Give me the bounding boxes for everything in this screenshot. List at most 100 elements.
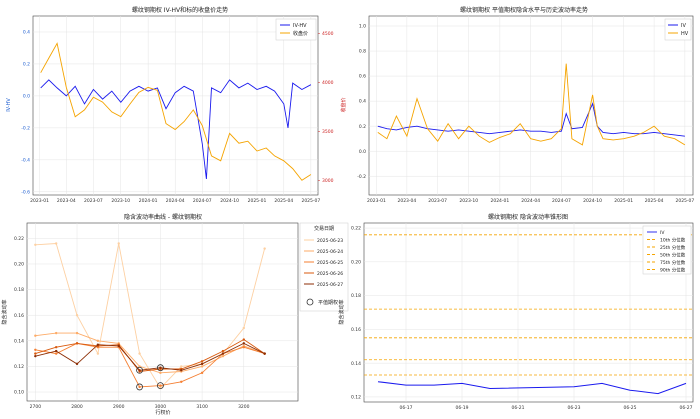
series-point	[221, 354, 225, 358]
x-tick-label: 2024-01	[139, 198, 158, 204]
series-point	[138, 385, 141, 389]
right-tick-label: 4500	[322, 31, 334, 37]
x-tick-label: 2024-07	[552, 198, 571, 204]
x-tick-label: 2023-10	[111, 198, 130, 204]
x-tick-label: 2700	[30, 404, 42, 410]
x-tick-label: 2025-04	[274, 198, 293, 204]
legend-label-iv: IV	[681, 23, 686, 29]
series-line-2025-06-27	[35, 342, 265, 371]
y-tick-label: 0.20	[351, 259, 361, 265]
chart-1-legend: IV-HV 收盘价	[275, 18, 317, 41]
legend-label: 10th 分位数	[660, 236, 686, 243]
chart-2-plot-frame	[368, 15, 694, 196]
chart-2-legend: IV HV	[664, 18, 692, 41]
series-point	[180, 380, 183, 383]
chart-3-x-axis-label: 行权价	[155, 409, 170, 416]
right-tick-label: 3500	[322, 129, 334, 135]
x-tick-label: 2023-04	[397, 198, 416, 204]
series-point	[75, 331, 79, 335]
series-point	[54, 349, 58, 353]
x-tick-label: 2023-01	[30, 198, 49, 204]
atm-marker	[157, 382, 164, 390]
y-tick-label: 0.20	[14, 262, 24, 268]
series-point	[200, 360, 204, 363]
y-tick-label: 0.8	[359, 49, 366, 55]
legend-label-iv-hv: IV-HV	[293, 23, 307, 29]
left-tick-label: 0.0	[23, 94, 30, 100]
atm-marker	[136, 383, 143, 391]
legend-atm-marker	[306, 298, 314, 306]
y-tick-label: 0.14	[14, 338, 24, 344]
chart-4-y-axis-label: 隐含波动率	[338, 299, 345, 324]
legend-label: 2025-06-23	[317, 238, 343, 244]
chart-3-plot-frame	[26, 222, 299, 402]
chart-3-y-axis-label: 隐含波动率	[1, 299, 8, 324]
legend-label-close: 收盘价	[293, 30, 308, 37]
series-line-iv	[377, 381, 687, 395]
panel-iv-hv-price: 螺纹钢期权 IV-HV和标的收盘价走势 0.4 0.2 0.0 -0.2 -0.4 -0.…	[6, 6, 347, 233]
series-point	[200, 365, 204, 368]
x-tick-label: 2023-10	[459, 198, 478, 204]
chart-3-legend-items: 2025-06-23 2025-06-24 2025-06-25 2025-06-26…	[304, 238, 343, 288]
series-point	[96, 352, 100, 355]
x-tick-label: 2025-07	[301, 198, 320, 204]
chart-2-title: 螺纹钢期权 平值期权隐含水平与历史波动率走势	[460, 6, 588, 14]
chart-1-series	[40, 42, 312, 181]
series-point	[34, 348, 37, 351]
y-tick-label: 1.0	[359, 24, 366, 30]
chart-1-x-ticks: 2023-01 2023-04 2023-07 2023-10 2024-01 2024-…	[30, 198, 320, 204]
right-tick-label: 3000	[322, 178, 334, 184]
series-point	[180, 369, 183, 372]
panel-iv-hv-vol: 螺纹钢期权 平值期权隐含水平与历史波动率走势 1.0 0.8 0.6 0.4 0.2 0.…	[357, 6, 694, 204]
left-tick-label: 0.4	[23, 30, 30, 36]
chart-3-x-ticks: 2700 2800 2900 3000 3100 3200	[30, 404, 250, 410]
y-tick-label: 0.14	[351, 361, 361, 367]
series-line-2025-06-24	[35, 332, 265, 374]
series-point	[34, 354, 37, 358]
chart-3-series	[34, 242, 266, 390]
x-tick-label: 2024-04	[521, 198, 540, 204]
atm-marker	[136, 366, 143, 374]
series-point	[159, 366, 162, 369]
x-tick-label: 2024-07	[193, 198, 212, 204]
x-tick-label: 3000	[155, 404, 167, 410]
series-line-hv	[377, 63, 686, 146]
left-tick-label: -0.6	[21, 189, 30, 195]
series-point	[263, 352, 266, 355]
series-point	[75, 342, 79, 345]
series-point	[34, 243, 37, 246]
legend-label: 90th 分位数	[660, 266, 686, 273]
chart-1-title: 螺纹钢期权 IV-HV和标的收盘价走势	[132, 6, 228, 14]
series-point	[180, 365, 183, 368]
chart-4-grid	[364, 223, 693, 402]
x-tick-label: 06-25	[623, 405, 636, 411]
legend-label: 50th 分位数	[660, 251, 686, 258]
series-point	[242, 326, 245, 330]
series-line-2025-06-25	[35, 342, 265, 388]
left-tick-label: -0.2	[21, 125, 30, 131]
series-point	[221, 352, 225, 355]
left-tick-label: 0.2	[23, 62, 30, 68]
series-point	[54, 242, 58, 245]
y-tick-label: 0.18	[351, 293, 361, 299]
x-tick-label: 06-27	[679, 405, 692, 411]
x-tick-label: 2900	[113, 404, 125, 410]
chart-3-legend-title: 交易日期	[314, 225, 334, 232]
legend-label: 2025-06-25	[317, 260, 343, 266]
legend-label: 2025-06-26	[317, 271, 343, 277]
y-tick-label: 0.18	[14, 287, 24, 293]
chart-1-plot-frame	[32, 15, 319, 196]
atm-marker	[157, 364, 164, 372]
x-tick-label: 2024-04	[166, 198, 185, 204]
chart-1-left-ticks: 0.4 0.2 0.0 -0.2 -0.4 -0.6	[21, 30, 30, 196]
series-point	[263, 247, 266, 250]
chart-1-left-axis-label: IV-HV	[6, 98, 12, 112]
series-point	[242, 346, 245, 349]
chart-4-series	[377, 381, 687, 395]
x-tick-label: 06-21	[511, 405, 524, 411]
y-tick-label: 0.6	[359, 74, 366, 80]
y-tick-label: -0.2	[357, 174, 366, 180]
x-tick-label: 06-17	[399, 405, 412, 411]
series-point	[159, 371, 162, 375]
